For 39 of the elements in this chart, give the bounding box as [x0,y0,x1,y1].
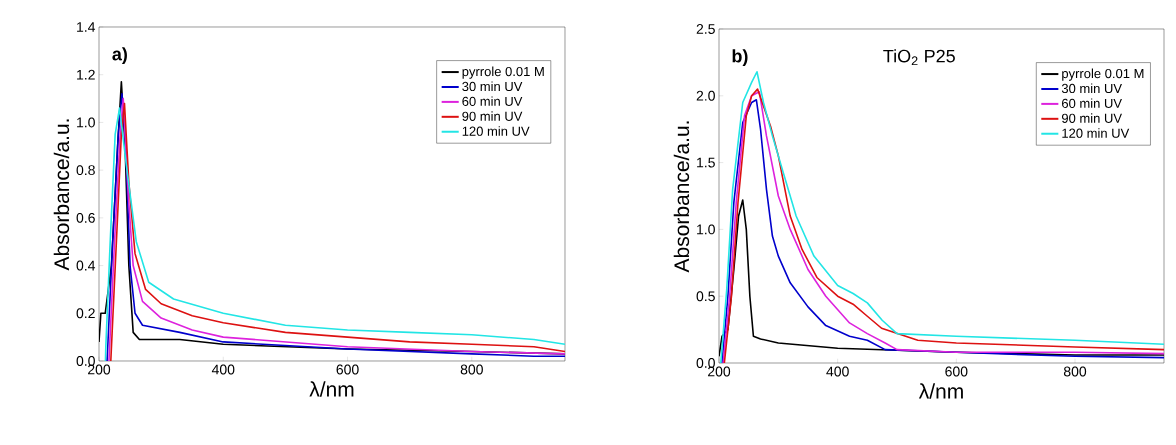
y-tick-label: 1.0 [77,117,95,128]
x-tick-label: 200 [88,364,111,375]
legend-label: 60 min UV [462,96,523,106]
x-axis-title: λ/nm [918,383,963,399]
y-tick-label: 2.0 [696,90,715,101]
y-tick-label: 1.2 [77,69,95,80]
x-tick-label: 400 [211,364,235,375]
y-tick-label: 0.0 [696,358,715,368]
y-tick-label: 2.5 [696,24,715,34]
x-tick-label: 600 [945,366,968,377]
annotation: b) [732,49,748,67]
x-tick-label: 400 [826,366,849,377]
y-tick-label: 0.4 [76,260,96,271]
y-tick-label: 0.2 [76,308,95,319]
x-tick-label: 200 [708,366,731,377]
x-tick-label: 800 [460,364,483,375]
legend-label: 90 min UV [1061,113,1122,123]
y-tick-label: 0.8 [76,165,95,176]
y-tick-label: 1.5 [697,157,715,168]
x-axis-title: λ/nm [309,381,354,397]
legend-label: 30 min UV [1061,83,1122,94]
legend-label: 120 min UV [1062,128,1130,138]
y-axis-title: Absorbance/a.u. [53,119,70,271]
legend-label: 60 min UV [1062,98,1122,108]
y-tick-label: 1.4 [77,22,96,32]
legend-label: pyrrole 0.01 M [462,66,544,79]
annotation: TiO$_{2}$ P25 [883,49,955,66]
x-tick-label: 800 [1063,366,1087,377]
legend-label: 120 min UV [462,126,530,136]
legend-label: 30 min UV [462,81,523,92]
y-axis-title: Absorbance/a.u. [673,121,690,273]
legend-label: pyrrole 0.01 M [1062,68,1144,81]
y-tick-label: 1.0 [697,224,715,235]
y-tick-label: 0.5 [696,291,715,302]
y-tick-label: 0.6 [76,212,95,223]
annotation: a) [112,47,127,65]
legend-label: 90 min UV [462,111,523,121]
x-tick-label: 600 [336,364,359,375]
y-tick-label: 0.0 [76,356,95,366]
